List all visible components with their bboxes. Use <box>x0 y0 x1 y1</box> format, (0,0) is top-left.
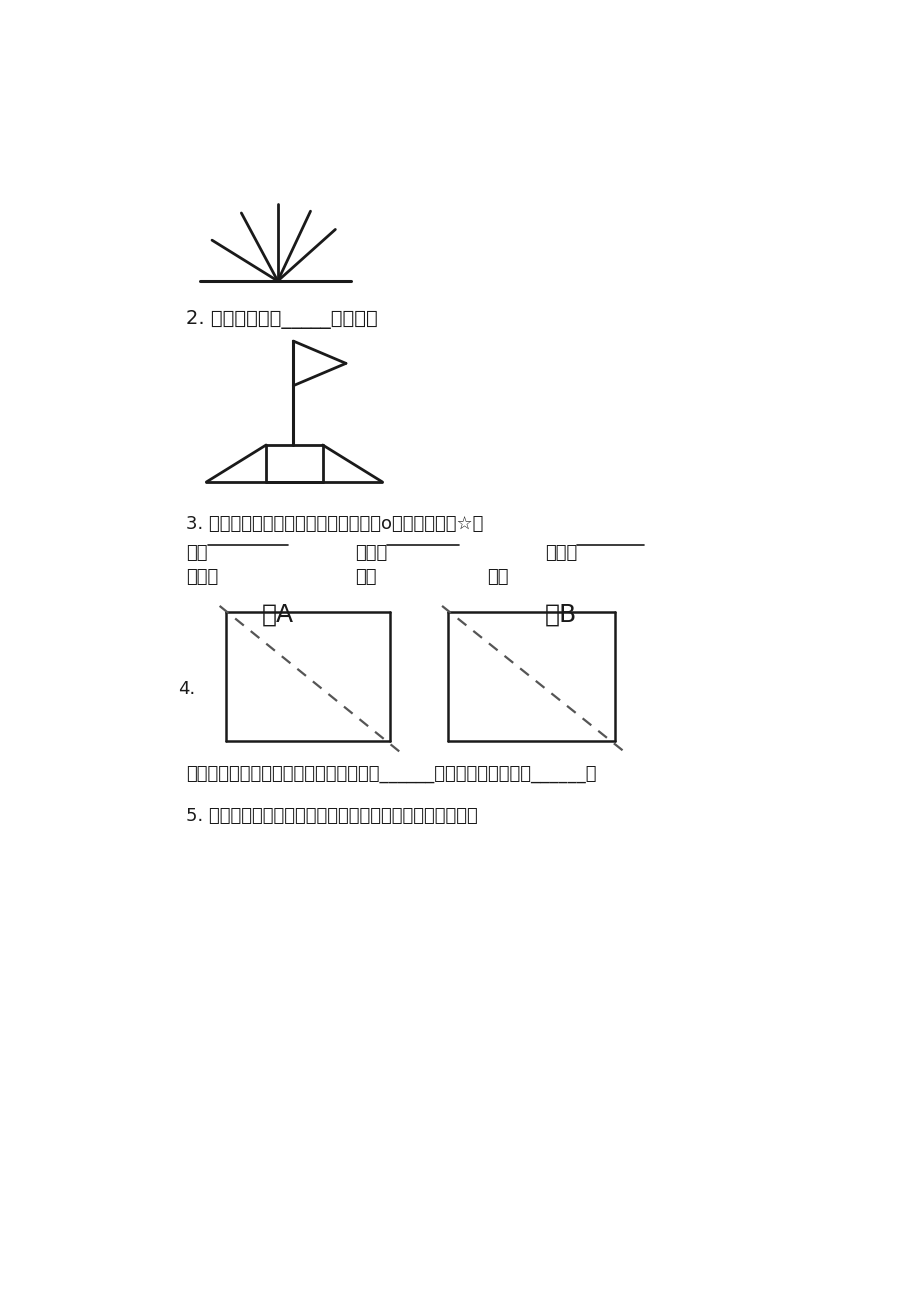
Text: 4.: 4. <box>178 680 196 698</box>
Text: 茶杯: 茶杯 <box>186 543 208 561</box>
Text: 课桌面: 课桌面 <box>355 543 387 561</box>
Text: 5. 把字母填在相应的方框内。（按字母的先后顺序来填写）: 5. 把字母填在相应的方框内。（按字母的先后顺序来填写） <box>186 807 478 825</box>
Text: 把长方形沿虚线剪开。剩下一个直角的是______，剩下三个直角的是______。: 把长方形沿虚线剪开。剩下一个直角的是______，剩下三个直角的是______。 <box>186 764 596 783</box>
Text: 三角板: 三角板 <box>186 568 219 586</box>
Text: 雪碧瓶: 雪碧瓶 <box>545 543 577 561</box>
Text: 2. 下面图形中有_____个直角。: 2. 下面图形中有_____个直角。 <box>186 310 378 329</box>
Text: 皮球: 皮球 <box>355 568 377 586</box>
Text: 图B: 图B <box>544 603 576 626</box>
Text: 门面: 门面 <box>486 568 508 586</box>
Text: 3. 下列物体中，表面有角的在横线上画o，没有角的画☆。: 3. 下列物体中，表面有角的在横线上画o，没有角的画☆。 <box>186 516 483 533</box>
Text: 图A: 图A <box>261 603 293 626</box>
